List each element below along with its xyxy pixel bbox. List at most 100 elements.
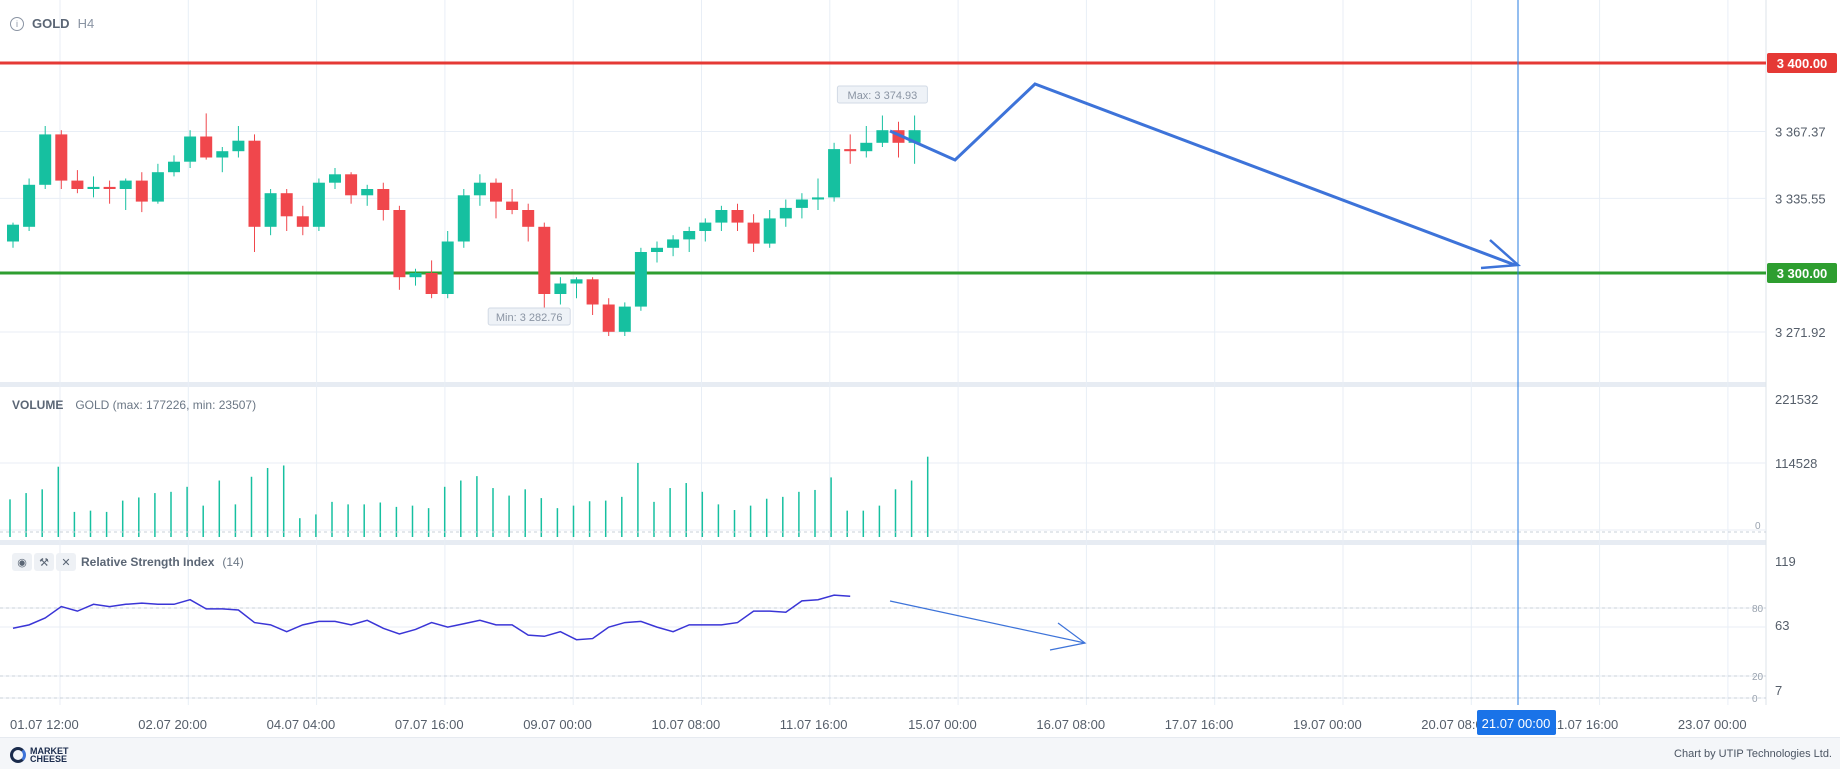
candle [860,126,873,158]
candle-body [795,199,808,208]
rsi-projection-arrow [889,600,1086,644]
candle-body [667,239,680,248]
candle [651,241,663,263]
candle [232,126,245,158]
candle-body [216,151,229,158]
rsi-axis-label: 63 [1775,618,1789,633]
price-level-tag [1767,53,1837,73]
candle-body [651,247,663,252]
brand-logo[interactable]: MARKET CHEESE [10,746,90,764]
time-axis-label: 16.07 08:00 [1036,717,1105,732]
time-axis-label: 23.07 00:00 [1678,717,1747,732]
candle [731,203,744,231]
candle-body [280,193,293,217]
candle [71,170,84,194]
rsi-projection-arrowhead [1049,622,1087,651]
timeframe-label: H4 [77,16,95,31]
candle [844,134,857,164]
chart-credit: Chart by UTIP Technologies Ltd. [1674,748,1832,760]
time-axis-label: 07.07 16:00 [395,717,464,732]
candle [23,178,36,231]
candle-body [747,222,760,244]
min-annotation-box [487,307,571,326]
candle [184,130,197,168]
crosshair-time-tag [1477,710,1556,735]
candle-body [103,186,116,189]
candle-body [634,252,647,307]
candle [345,172,358,204]
candle-body [135,180,148,202]
candle [87,176,100,198]
rsi-title: Relative Strength Index [81,555,215,569]
rsi-line [12,594,851,641]
price-axis-label: 3 335.55 [1775,191,1826,206]
candle [602,298,615,336]
candle [683,226,696,252]
time-axis-label: 09.07 00:00 [523,717,592,732]
symbol-label: GOLD [32,16,70,31]
candle [329,168,341,189]
candle [119,178,132,210]
candle-body [409,273,422,278]
rsi-level-label: 80 [1752,604,1764,615]
volume-axis-label: 221532 [1775,392,1818,407]
candle [812,178,824,210]
drawn-arrows-layer[interactable] [889,0,1522,705]
candle [200,113,213,160]
candle [699,218,712,242]
candle [634,247,647,311]
candle [409,268,422,286]
time-axis-label: 21.07 16:00 [1550,717,1619,732]
info-icon[interactable]: i [10,16,24,31]
max-annotation-box [836,85,928,104]
candle [828,142,841,202]
candle-body [361,189,374,196]
candle-body [731,210,744,223]
price-axis-label: 3 271.92 [1775,325,1826,340]
candle [522,203,535,242]
candle-body [586,279,599,305]
rsi-axis-label: 119 [1775,554,1796,569]
candle [554,277,567,305]
candle-body [39,134,52,185]
price-axis-label: 3 367.37 [1775,125,1826,140]
candle-body [7,224,19,242]
crosshair-time-label: 21.07 00:00 [1482,716,1551,731]
candle-body [602,304,615,332]
candle-body [168,161,180,173]
footer: MARKET CHEESE Chart by UTIP Technologies… [0,737,1840,769]
candle-body [119,180,132,189]
rsi-level-label: 0 [1752,694,1758,705]
candle [7,222,19,248]
max-annotation-label: Max: 3 374.93 [848,90,918,102]
price-level-lines[interactable]: 3 400.00 3 300.00 [0,53,1837,283]
candle [135,172,148,213]
candle [490,178,502,219]
candle [393,205,406,290]
candle-body [87,186,100,189]
close-icon[interactable]: ✕ [56,553,76,571]
candle-body [296,216,309,227]
time-axis-label: 15.07 00:00 [908,717,977,732]
candle [618,302,631,336]
candle-body [683,231,696,240]
candle [506,189,519,215]
candle-body [844,149,857,152]
candle-body [71,180,84,189]
time-axis-label: 11.07 16:00 [780,717,848,732]
panel-separator [0,382,1766,387]
projection-arrow [889,82,1516,267]
candle [441,231,454,299]
candle [39,126,52,189]
candle [377,182,390,221]
logo-text: MARKET CHEESE [30,746,69,764]
min-annotation-label: Min: 3 282.76 [496,312,563,324]
candle [586,277,599,315]
eye-icon[interactable]: ◉ [12,553,32,571]
candle-body [570,279,583,284]
chart-header: i GOLD H4 [10,16,94,31]
candle-body [554,283,567,294]
wrench-icon[interactable]: ⚒ [34,553,54,571]
candle-body [538,226,551,294]
